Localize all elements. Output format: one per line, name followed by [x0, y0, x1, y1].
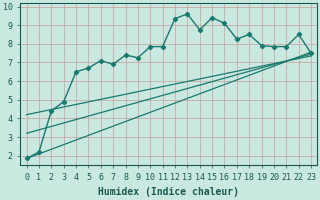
X-axis label: Humidex (Indice chaleur): Humidex (Indice chaleur) — [98, 187, 239, 197]
